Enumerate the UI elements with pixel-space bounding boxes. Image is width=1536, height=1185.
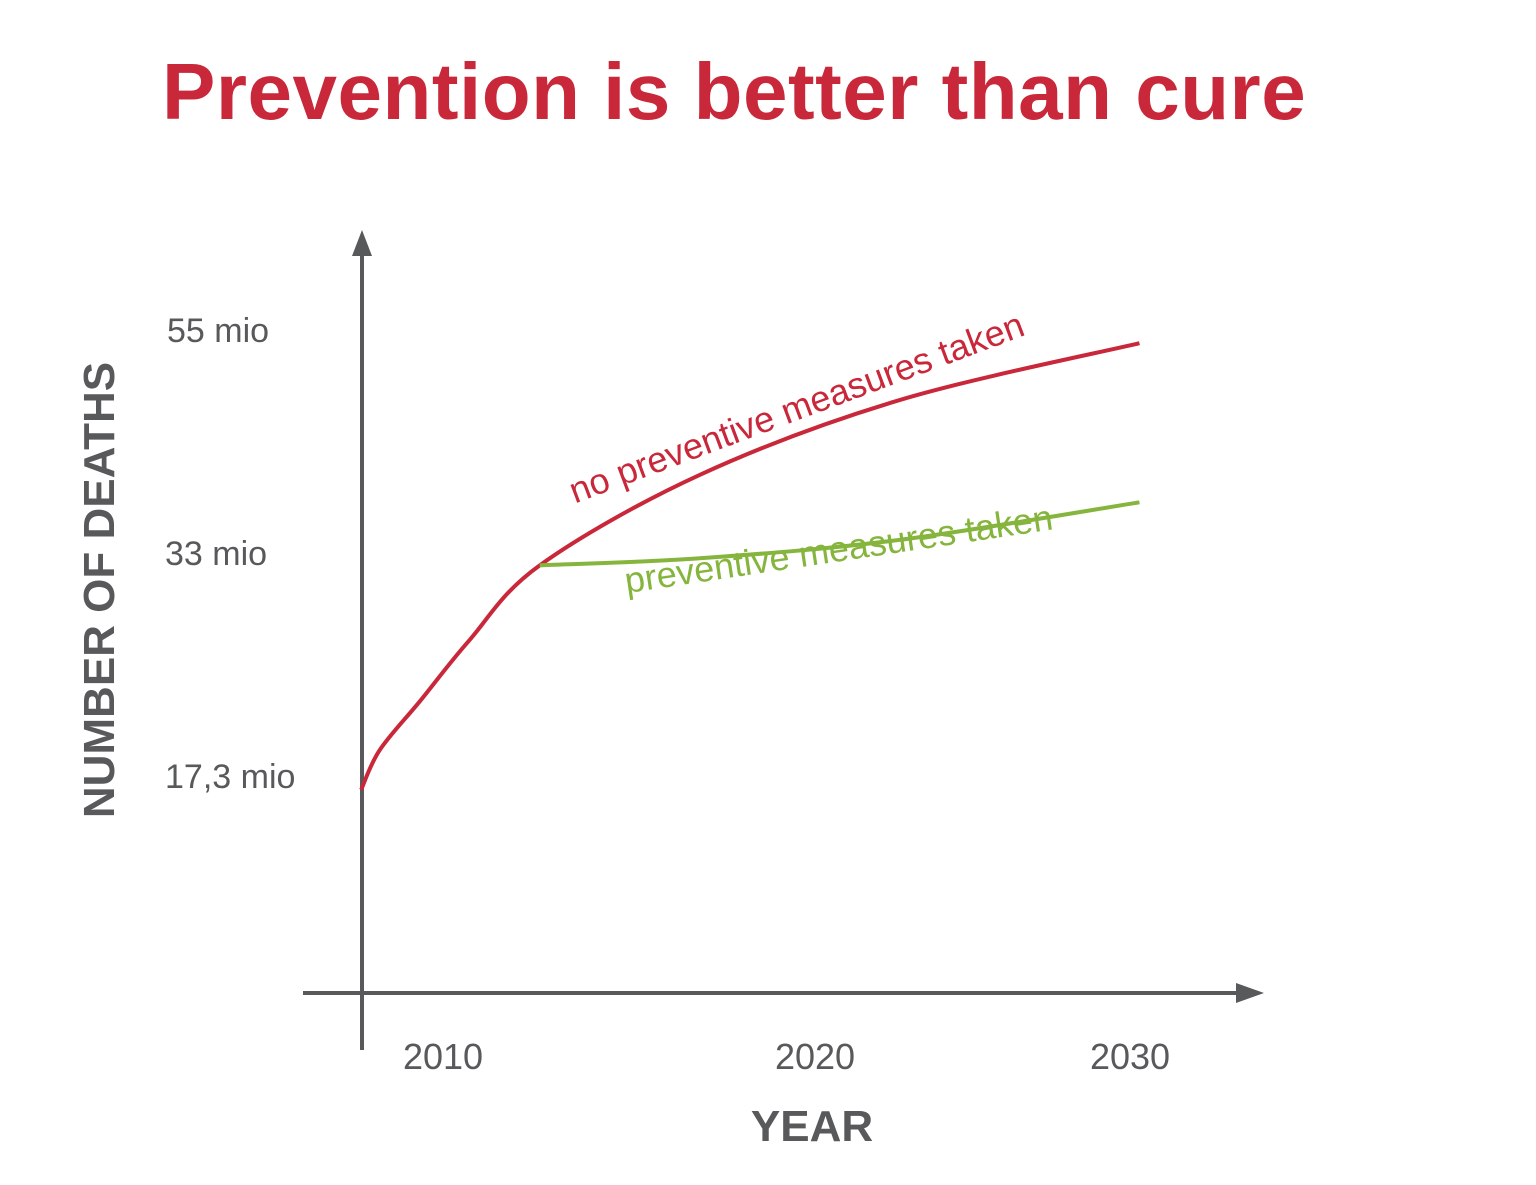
series-line-no-prevention <box>359 341 1140 791</box>
y-tick-label: 33 mio <box>165 535 268 573</box>
y-axis-arrow-icon <box>352 230 372 256</box>
x-tick-label: 2030 <box>1089 1036 1171 1077</box>
y-tick-label: 55 mio <box>167 312 270 350</box>
series-line-prevention <box>539 500 1140 568</box>
x-tick-label: 2020 <box>774 1036 856 1077</box>
x-tick-label: 2010 <box>402 1036 484 1077</box>
x-axis-arrow-icon <box>1236 983 1264 1003</box>
x-axis-title: YEAR <box>750 1102 874 1151</box>
y-tick-label: 17,3 mio <box>165 758 296 796</box>
y-axis-title: NUMBER OF DEATHS <box>75 361 124 819</box>
chart-title: Prevention is better than cure <box>162 47 1307 136</box>
